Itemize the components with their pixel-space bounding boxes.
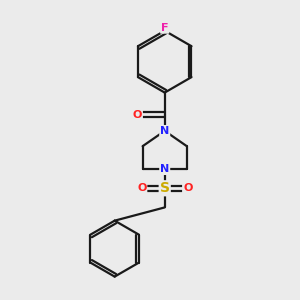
Text: O: O bbox=[137, 183, 146, 193]
Text: O: O bbox=[133, 110, 142, 120]
Text: N: N bbox=[160, 164, 169, 174]
Text: N: N bbox=[160, 126, 169, 136]
Text: S: S bbox=[160, 181, 170, 195]
Text: F: F bbox=[161, 23, 169, 33]
Text: O: O bbox=[183, 183, 192, 193]
